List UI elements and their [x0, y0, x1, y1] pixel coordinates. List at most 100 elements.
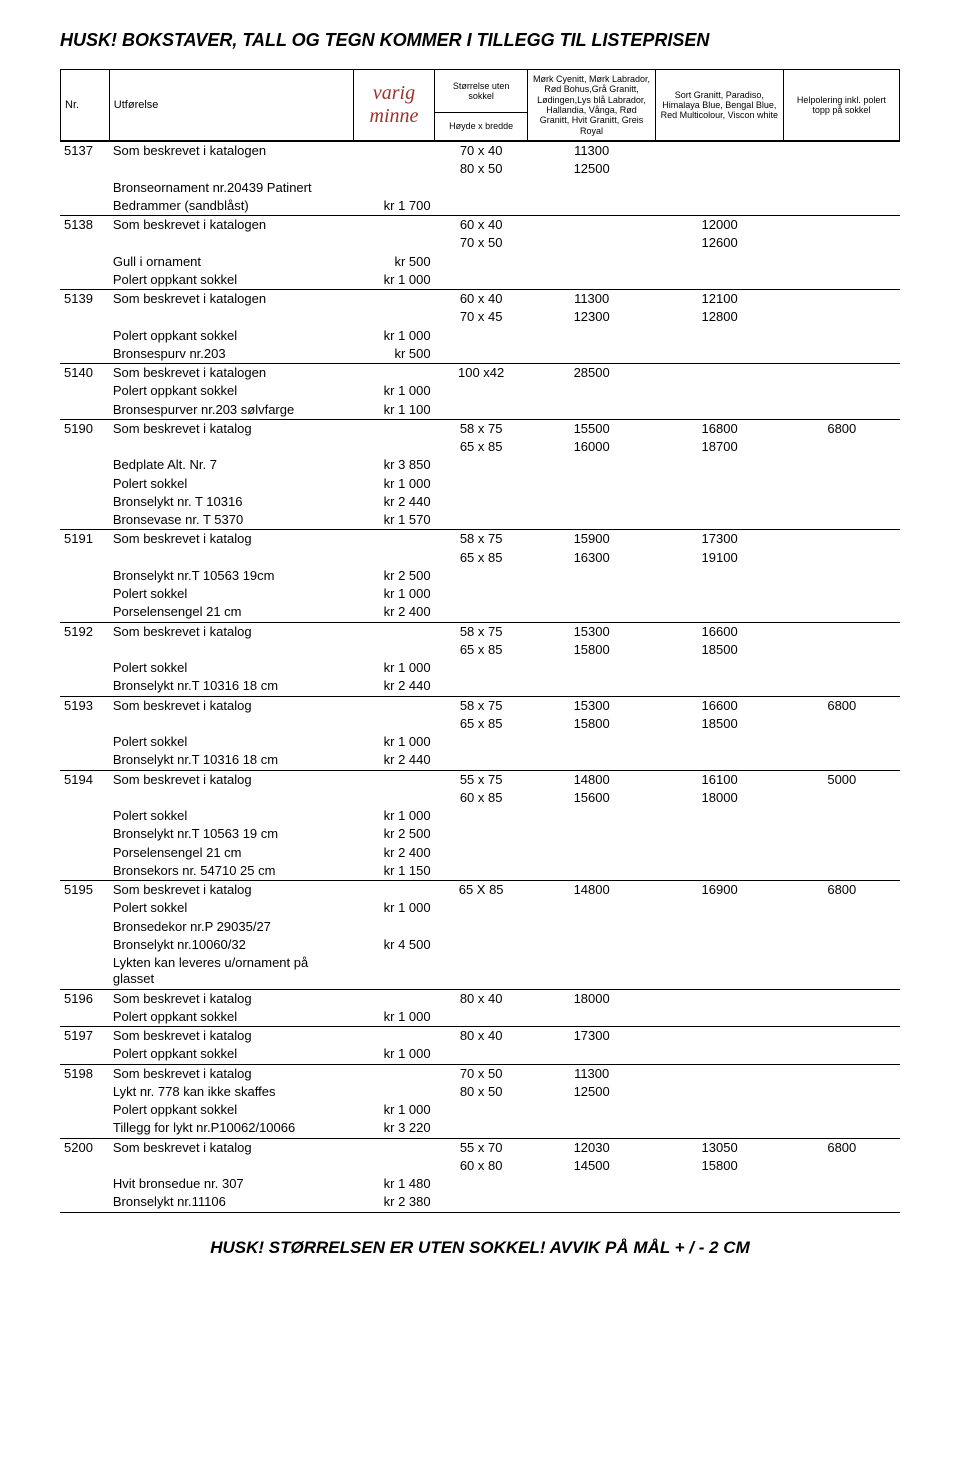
row-price-1: [528, 899, 656, 917]
row-nr: 5192: [60, 622, 109, 641]
row-price-2: [656, 1193, 784, 1212]
row-price-1: [528, 677, 656, 696]
row-description: Bedplate Alt. Nr. 7: [109, 456, 353, 474]
row-item-price: [353, 364, 434, 383]
row-item-price: kr 500: [353, 253, 434, 271]
page-top-title: HUSK! BOKSTAVER, TALL OG TEGN KOMMER I T…: [60, 30, 900, 51]
row-description: Gull i ornament: [109, 253, 353, 271]
row-nr: [60, 751, 109, 770]
row-size: [435, 271, 528, 290]
row-price-2: [656, 1008, 784, 1027]
row-size: 58 x 75: [435, 622, 528, 641]
row-item-price: [353, 1138, 434, 1157]
row-size: [435, 197, 528, 216]
row-price-1: 14800: [528, 881, 656, 900]
row-price-1: [528, 271, 656, 290]
row-description: [109, 308, 353, 326]
row-price-2: 15800: [656, 1157, 784, 1175]
row-item-price: kr 1 000: [353, 585, 434, 603]
row-nr: [60, 493, 109, 511]
row-price-3: [784, 253, 900, 271]
row-price-3: [784, 549, 900, 567]
row-price-1: [528, 493, 656, 511]
row-item-price: kr 1 000: [353, 807, 434, 825]
row-item-price: [353, 989, 434, 1008]
row-nr: [60, 271, 109, 290]
row-price-2: 13050: [656, 1138, 784, 1157]
row-price-3: [784, 807, 900, 825]
row-nr: [60, 862, 109, 881]
row-description: [109, 789, 353, 807]
brand-logo: varig minne: [353, 70, 434, 141]
row-nr: [60, 1193, 109, 1212]
row-size: 65 X 85: [435, 881, 528, 900]
row-item-price: kr 1 570: [353, 511, 434, 530]
row-description: Polert sokkel: [109, 475, 353, 493]
row-nr: [60, 789, 109, 807]
row-description: Som beskrevet i katalogen: [109, 216, 353, 235]
row-price-1: [528, 936, 656, 954]
row-price-3: [784, 401, 900, 420]
row-price-3: 6800: [784, 696, 900, 715]
row-price-1: [528, 327, 656, 345]
row-price-1: [528, 511, 656, 530]
row-description: Bronselykt nr.T 10316 18 cm: [109, 751, 353, 770]
row-description: Som beskrevet i katalog: [109, 622, 353, 641]
row-description: Bronsedekor nr.P 29035/27: [109, 918, 353, 936]
row-price-3: [784, 160, 900, 178]
row-nr: [60, 1157, 109, 1175]
row-price-1: [528, 1045, 656, 1064]
row-item-price: kr 2 380: [353, 1193, 434, 1212]
row-price-2: 16900: [656, 881, 784, 900]
row-description: Bronselykt nr.11106: [109, 1193, 353, 1212]
row-price-3: 6800: [784, 881, 900, 900]
row-description: Polert sokkel: [109, 807, 353, 825]
row-price-1: [528, 1008, 656, 1027]
row-size: [435, 844, 528, 862]
row-description: Bronselykt nr.10060/32: [109, 936, 353, 954]
row-price-2: 17300: [656, 530, 784, 549]
row-price-2: 18500: [656, 641, 784, 659]
row-nr: 5196: [60, 989, 109, 1008]
row-price-1: 15600: [528, 789, 656, 807]
row-price-3: [784, 1157, 900, 1175]
row-nr: [60, 603, 109, 622]
row-price-1: 16000: [528, 438, 656, 456]
row-price-3: [784, 825, 900, 843]
row-price-2: 16600: [656, 696, 784, 715]
row-nr: [60, 641, 109, 659]
row-price-2: [656, 989, 784, 1008]
row-price-1: [528, 197, 656, 216]
row-price-1: [528, 567, 656, 585]
row-price-2: 18500: [656, 715, 784, 733]
row-size: 58 x 75: [435, 696, 528, 715]
row-size: 55 x 75: [435, 770, 528, 789]
row-size: [435, 456, 528, 474]
row-item-price: [353, 419, 434, 438]
row-nr: [60, 567, 109, 585]
header-price-col-1: Mørk Cyenitt, Mørk Labrador, Rød Bohus,G…: [528, 70, 656, 141]
row-price-1: 15500: [528, 419, 656, 438]
row-item-price: [353, 142, 434, 161]
row-size: [435, 327, 528, 345]
row-item-price: kr 2 440: [353, 677, 434, 696]
row-description: Som beskrevet i katalog: [109, 770, 353, 789]
row-size: 70 x 40: [435, 142, 528, 161]
row-size: [435, 1008, 528, 1027]
row-nr: [60, 936, 109, 954]
row-price-2: 12600: [656, 234, 784, 252]
row-price-2: 12100: [656, 290, 784, 309]
row-item-price: kr 1 100: [353, 401, 434, 420]
row-price-1: 16300: [528, 549, 656, 567]
row-price-1: [528, 345, 656, 364]
row-nr: 5140: [60, 364, 109, 383]
row-price-2: [656, 899, 784, 917]
row-size: [435, 1175, 528, 1193]
row-description: Som beskrevet i katalog: [109, 419, 353, 438]
row-item-price: kr 1 000: [353, 475, 434, 493]
row-price-2: [656, 807, 784, 825]
row-nr: [60, 549, 109, 567]
row-size: [435, 918, 528, 936]
row-nr: [60, 382, 109, 400]
row-description: Bronsespurver nr.203 sølvfarge: [109, 401, 353, 420]
